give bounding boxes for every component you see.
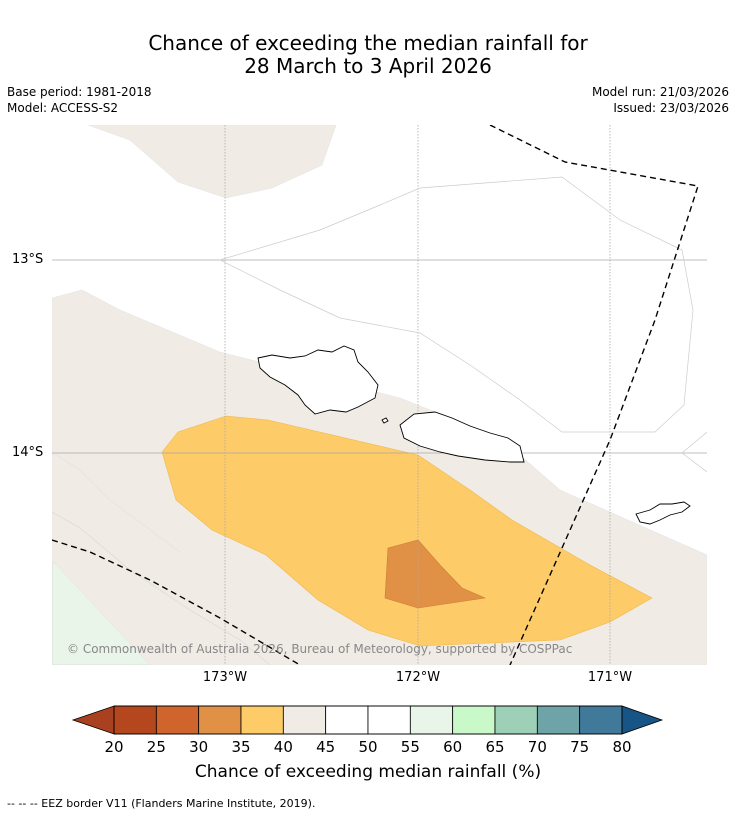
colorbar-bin-20-25 [113, 705, 157, 735]
colorbar-tick-label: 60 [443, 738, 463, 756]
colorbar-tick-label: 45 [316, 738, 336, 756]
colorbar-bin-40-45 [282, 705, 327, 735]
faint-boundaries [219, 176, 707, 473]
colorbar-bin-45-50 [325, 705, 369, 735]
colorbar-tick-label: 20 [104, 738, 124, 756]
graticule [52, 125, 707, 665]
lon-label-171w: 171°W [587, 670, 633, 685]
eez-footnote: -- -- -- EEZ border V11 (Flanders Marine… [7, 797, 316, 810]
lon-label-173w: 173°W [202, 670, 248, 685]
colorbar-bin-35-40 [240, 705, 284, 735]
colorbar [71, 705, 664, 735]
savaii-island [257, 345, 379, 415]
map-title-line1: Chance of exceeding the median rainfall … [148, 31, 588, 55]
colorbar-bin-50-55 [367, 705, 411, 735]
colorbar-tick-label: 25 [146, 738, 166, 756]
model-run-date: Model run: 21/03/2026 [591, 85, 729, 99]
colorbar-tick-label: 30 [189, 738, 209, 756]
lon-label-172w: 172°W [395, 670, 441, 685]
region-35-40 [161, 415, 653, 647]
lat-label-14s: 14°S [12, 445, 44, 460]
colorbar-label: Chance of exceeding median rainfall (%) [194, 762, 542, 782]
colorbar-tick-label: 55 [400, 738, 420, 756]
region-45-top [87, 125, 337, 199]
tutuila-island [635, 501, 691, 525]
colorbar-bin-25-30 [155, 705, 200, 735]
region-30-35 [384, 539, 487, 609]
colorbar-high-extension [621, 705, 664, 735]
islands [257, 345, 691, 525]
colorbar-tick-label: 50 [358, 738, 378, 756]
eez-border [52, 125, 699, 665]
base-period: Base period: 1981-2018 [7, 85, 152, 99]
colorbar-bin-55-60 [409, 705, 454, 735]
model-name: Model: ACCESS-S2 [7, 101, 119, 115]
colorbar-tick-label: 65 [485, 738, 505, 756]
copyright-notice: © Commonwealth of Australia 2026, Bureau… [67, 642, 573, 656]
colorbar-bin-65-70 [494, 705, 538, 735]
colorbar-tick-label: 35 [231, 738, 251, 756]
colorbar-tick-label: 80 [612, 738, 632, 756]
colorbar-bin-60-65 [452, 705, 496, 735]
colorbar-tick-label: 40 [273, 738, 293, 756]
colorbar-tick-label: 75 [570, 738, 590, 756]
upolu-island [399, 411, 525, 463]
colorbar-bin-30-35 [198, 705, 242, 735]
colorbar-bin-75-80 [579, 705, 623, 735]
issued-date: Issued: 23/03/2026 [613, 101, 729, 115]
map-area [52, 125, 707, 665]
colorbar-low-extension [71, 705, 115, 735]
colorbar-tick-label: 70 [527, 738, 547, 756]
map-title-line2: 28 March to 3 April 2026 [244, 54, 492, 78]
manono-island [381, 417, 389, 424]
lat-label-13s: 13°S [12, 252, 44, 267]
colorbar-bin-70-75 [536, 705, 581, 735]
